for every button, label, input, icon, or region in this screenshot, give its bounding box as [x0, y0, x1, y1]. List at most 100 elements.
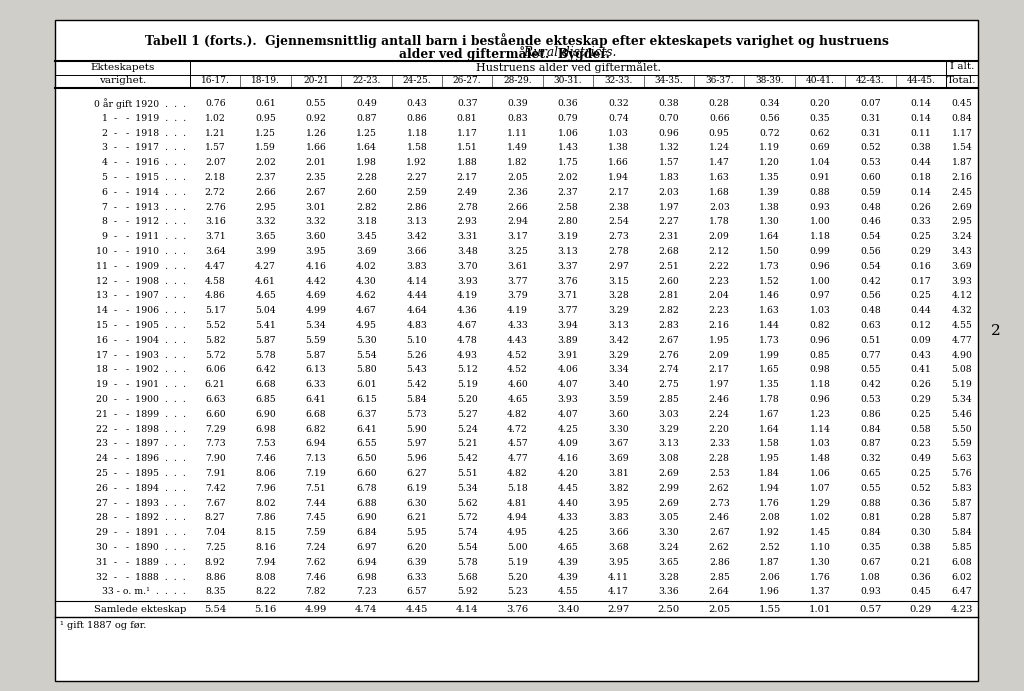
- Text: 0.34: 0.34: [759, 99, 780, 108]
- Text: 1.87: 1.87: [951, 158, 973, 167]
- Text: 7.67: 7.67: [205, 498, 225, 507]
- Text: 7.45: 7.45: [305, 513, 327, 522]
- Text: 0.33: 0.33: [910, 217, 931, 226]
- Text: 0.61: 0.61: [255, 99, 276, 108]
- Text: 0.76: 0.76: [205, 99, 225, 108]
- Text: Samlede ekteskap: Samlede ekteskap: [93, 605, 186, 614]
- Text: 1.92: 1.92: [759, 528, 780, 537]
- Text: 4.82: 4.82: [507, 469, 528, 478]
- Text: 4.95: 4.95: [507, 528, 528, 537]
- Text: 0.81: 0.81: [860, 513, 881, 522]
- Text: 1.00: 1.00: [810, 276, 830, 285]
- Text: 6.02: 6.02: [951, 573, 973, 582]
- Text: 3.13: 3.13: [407, 217, 427, 226]
- Text: 1.64: 1.64: [759, 424, 780, 433]
- Text: 3.13: 3.13: [558, 247, 579, 256]
- Text: 1.58: 1.58: [759, 439, 780, 448]
- Text: 3.95: 3.95: [608, 498, 629, 507]
- Text: 2.99: 2.99: [658, 484, 679, 493]
- Text: 2.37: 2.37: [558, 188, 579, 197]
- Text: 5.92: 5.92: [457, 587, 477, 596]
- Text: 3.48: 3.48: [457, 247, 477, 256]
- Text: 3.18: 3.18: [356, 217, 377, 226]
- Text: 4.42: 4.42: [305, 276, 327, 285]
- Text: 2.20: 2.20: [709, 424, 730, 433]
- Text: 2.66: 2.66: [507, 202, 528, 211]
- Text: 1.96: 1.96: [759, 587, 780, 596]
- Text: 28  -   -  1892  .  .  .: 28 - - 1892 . . .: [96, 513, 186, 522]
- Text: 5.34: 5.34: [457, 484, 477, 493]
- Text: 8.08: 8.08: [255, 573, 275, 582]
- Text: 0.96: 0.96: [810, 395, 830, 404]
- Text: 4.69: 4.69: [305, 292, 327, 301]
- Text: ¹ gift 1887 og før.: ¹ gift 1887 og før.: [60, 621, 146, 630]
- Text: 0.85: 0.85: [810, 350, 830, 359]
- Text: 4.62: 4.62: [356, 292, 377, 301]
- Text: 0.95: 0.95: [709, 129, 729, 138]
- Text: 2.46: 2.46: [709, 513, 730, 522]
- Text: 0.88: 0.88: [860, 498, 881, 507]
- Text: 3.91: 3.91: [557, 350, 579, 359]
- Text: 1.76: 1.76: [759, 498, 780, 507]
- Text: 5.18: 5.18: [507, 484, 528, 493]
- Text: 7.23: 7.23: [356, 587, 377, 596]
- Text: 1.51: 1.51: [457, 143, 477, 152]
- Text: 4.86: 4.86: [205, 292, 225, 301]
- Text: 2.09: 2.09: [709, 232, 730, 241]
- Text: 7.29: 7.29: [205, 424, 225, 433]
- Text: 2.85: 2.85: [658, 395, 679, 404]
- Text: 28-29.: 28-29.: [503, 76, 531, 85]
- Text: 1.21: 1.21: [205, 129, 225, 138]
- Text: 2  -   -  1918  .  .  .: 2 - - 1918 . . .: [101, 129, 186, 138]
- Text: 5.42: 5.42: [457, 454, 477, 463]
- Text: 5.82: 5.82: [205, 336, 225, 345]
- Text: 0.09: 0.09: [910, 336, 931, 345]
- Text: 0.29: 0.29: [910, 395, 931, 404]
- Text: 0.14: 0.14: [910, 99, 931, 108]
- Text: 0.87: 0.87: [860, 439, 881, 448]
- Text: 7.04: 7.04: [205, 528, 225, 537]
- Text: 3.30: 3.30: [608, 424, 629, 433]
- Text: 5.54: 5.54: [457, 543, 477, 552]
- Text: 6.08: 6.08: [951, 558, 973, 567]
- Text: 1.63: 1.63: [759, 306, 780, 315]
- Text: 2.22: 2.22: [709, 262, 730, 271]
- Text: 2.37: 2.37: [255, 173, 276, 182]
- Text: 2: 2: [991, 324, 1000, 338]
- Text: 4.33: 4.33: [558, 513, 579, 522]
- Text: 5.23: 5.23: [507, 587, 528, 596]
- Text: 0.96: 0.96: [658, 129, 679, 138]
- Text: 5.19: 5.19: [951, 380, 973, 389]
- Text: 3.93: 3.93: [457, 276, 477, 285]
- Text: 2.69: 2.69: [658, 469, 679, 478]
- Text: 0.29: 0.29: [910, 247, 931, 256]
- Text: 2.46: 2.46: [709, 395, 730, 404]
- Text: 4.25: 4.25: [557, 424, 579, 433]
- Text: 2.67: 2.67: [709, 528, 729, 537]
- Text: 0.23: 0.23: [910, 439, 931, 448]
- Text: 2.86: 2.86: [407, 202, 427, 211]
- Text: 5.34: 5.34: [305, 321, 327, 330]
- Text: 1.46: 1.46: [759, 292, 780, 301]
- Text: 2.04: 2.04: [709, 292, 730, 301]
- Text: 1.11: 1.11: [507, 129, 528, 138]
- Text: 3.60: 3.60: [608, 410, 629, 419]
- Text: 1.10: 1.10: [810, 543, 830, 552]
- Text: 3.95: 3.95: [608, 558, 629, 567]
- Text: 5.95: 5.95: [407, 528, 427, 537]
- Text: 1.82: 1.82: [507, 158, 528, 167]
- Text: 0.32: 0.32: [608, 99, 629, 108]
- Text: 1.30: 1.30: [810, 558, 830, 567]
- Text: 26-27.: 26-27.: [453, 76, 481, 85]
- Text: 3.64: 3.64: [205, 247, 225, 256]
- Text: 2.54: 2.54: [608, 217, 629, 226]
- Text: 5.51: 5.51: [457, 469, 477, 478]
- Text: 1.18: 1.18: [810, 380, 830, 389]
- Text: 3.24: 3.24: [951, 232, 973, 241]
- Text: 1.07: 1.07: [810, 484, 830, 493]
- Text: 3.95: 3.95: [305, 247, 327, 256]
- Text: 3.93: 3.93: [558, 395, 579, 404]
- Text: 8  -   -  1912  .  .  .: 8 - - 1912 . . .: [101, 217, 186, 226]
- Text: 3.66: 3.66: [608, 528, 629, 537]
- Text: 2.28: 2.28: [709, 454, 730, 463]
